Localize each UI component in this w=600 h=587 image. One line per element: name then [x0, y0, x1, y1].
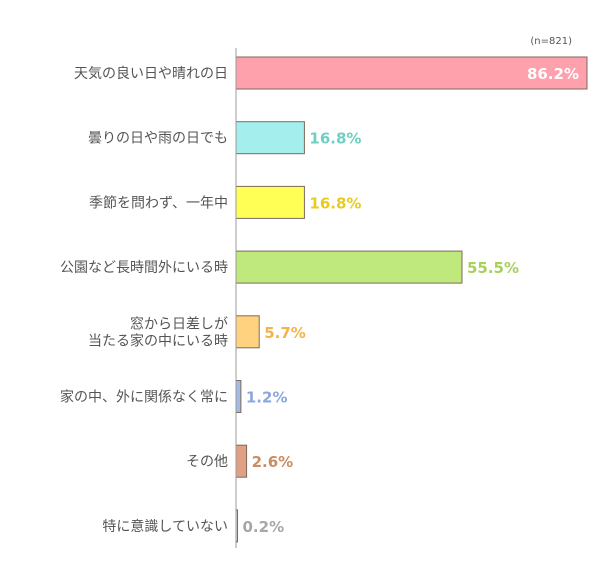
- value-label-3: 55.5%: [467, 259, 519, 277]
- category-label-4-line-1: 当たる家の中にいる時: [88, 332, 228, 349]
- category-label-4-line-0: 窓から日差しが: [130, 315, 228, 332]
- category-label-2: 季節を問わず、一年中: [89, 194, 228, 211]
- category-label-1: 曇りの日や雨の日でも: [88, 131, 228, 147]
- value-label-2: 16.8%: [309, 194, 361, 212]
- category-label-3: 公園など長時間外にいる時: [60, 260, 228, 276]
- value-label-4: 5.7%: [264, 324, 306, 342]
- value-label-5: 1.2%: [246, 389, 288, 407]
- bar-3: [235, 250, 463, 284]
- category-label-5: 家の中、外に関係なく常に: [60, 389, 228, 406]
- value-label-6: 2.6%: [252, 453, 294, 471]
- bar-2: [235, 185, 305, 219]
- bar-5: [235, 380, 242, 413]
- bar-0: [235, 56, 588, 90]
- sample-size-label: (n=821): [530, 36, 572, 47]
- bars-layer: [235, 56, 588, 543]
- value-label-1: 16.8%: [309, 130, 361, 148]
- category-label-0: 天気の良い日や晴れの日: [74, 66, 228, 82]
- bar-1: [235, 121, 305, 155]
- value-label-0: 86.2%: [527, 65, 579, 83]
- category-labels: 天気の良い日や晴れの日曇りの日や雨の日でも季節を問わず、一年中公園など長時間外に…: [60, 66, 228, 535]
- value-labels: 86.2% 16.8% 16.8% 55.5% 5.7% 1.2% 2.6% 0.2%: [243, 65, 580, 536]
- bar-4: [235, 315, 260, 349]
- bar-6: [235, 444, 248, 478]
- value-label-7: 0.2%: [243, 518, 285, 536]
- category-label-6: その他: [186, 454, 228, 470]
- category-label-7: 特に意識していない: [102, 518, 228, 535]
